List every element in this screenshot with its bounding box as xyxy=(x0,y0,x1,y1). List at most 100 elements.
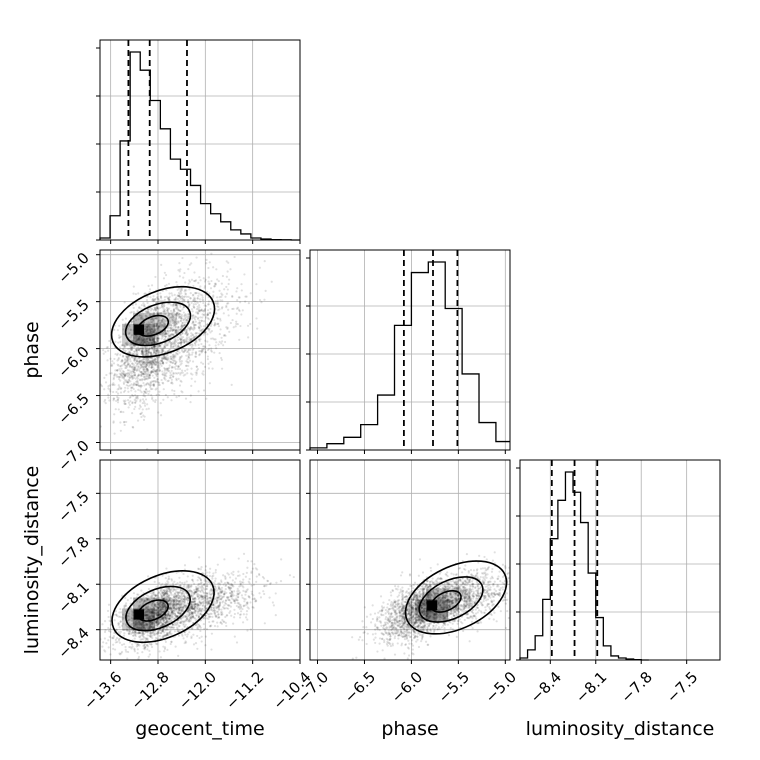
scatter-point xyxy=(156,643,159,646)
scatter-point xyxy=(194,292,197,295)
scatter-point xyxy=(119,340,122,343)
scatter-point xyxy=(205,582,208,585)
scatter-point xyxy=(202,345,205,348)
scatter-point xyxy=(203,594,206,597)
scatter-point xyxy=(141,621,145,624)
scatter-point xyxy=(154,605,158,608)
scatter-point xyxy=(182,606,185,609)
scatter-point xyxy=(117,377,121,381)
scatter-point xyxy=(156,372,160,376)
scatter-point xyxy=(140,314,143,317)
scatter-point xyxy=(151,610,154,613)
scatter-point xyxy=(159,613,162,616)
scatter-point xyxy=(171,623,174,626)
scatter-point xyxy=(211,603,215,606)
scatter-point xyxy=(188,329,191,332)
scatter-point xyxy=(180,292,183,295)
scatter-point xyxy=(233,599,236,603)
scatter-point xyxy=(132,370,135,374)
scatter-point xyxy=(149,309,153,312)
scatter-point xyxy=(124,322,127,325)
scatter-point xyxy=(135,350,139,353)
scatter-point xyxy=(174,331,178,334)
scatter-point xyxy=(154,400,157,404)
scatter-point xyxy=(174,589,177,592)
scatter-point xyxy=(140,340,143,343)
scatter-point xyxy=(156,369,159,372)
scatter-point xyxy=(156,622,159,625)
scatter-point xyxy=(132,629,135,632)
scatter-point xyxy=(161,605,164,608)
scatter-point xyxy=(220,597,223,601)
scatter-point xyxy=(145,322,148,325)
scatter-point xyxy=(139,622,142,626)
scatter-point xyxy=(164,591,167,594)
scatter-point xyxy=(120,594,124,597)
scatter-point xyxy=(148,627,151,630)
scatter-point xyxy=(168,602,172,605)
scatter-point xyxy=(178,316,181,320)
scatter-point xyxy=(154,622,157,625)
scatter-point xyxy=(135,336,138,340)
scatter-point xyxy=(122,390,126,394)
scatter-point xyxy=(221,340,224,343)
scatter-point xyxy=(217,582,220,585)
scatter-point xyxy=(141,379,144,382)
scatter-point xyxy=(137,365,140,369)
scatter-point xyxy=(167,369,170,372)
scatter-point xyxy=(108,635,111,638)
scatter-point xyxy=(200,607,203,610)
scatter-point xyxy=(195,588,198,591)
scatter-point xyxy=(197,587,200,590)
scatter-point xyxy=(145,382,148,386)
scatter-point xyxy=(142,342,145,345)
scatter-point xyxy=(150,313,153,316)
scatter-point xyxy=(105,660,107,662)
scatter-point xyxy=(195,256,198,259)
scatter-point xyxy=(193,592,196,596)
scatter-point xyxy=(176,294,179,298)
scatter-point xyxy=(153,363,156,366)
scatter-point xyxy=(163,284,167,288)
scatter-point xyxy=(130,310,133,314)
scatter-point xyxy=(122,363,126,366)
scatter-point xyxy=(205,587,208,591)
scatter-point xyxy=(178,606,182,609)
scatter-point xyxy=(121,364,124,367)
scatter-point xyxy=(173,313,176,316)
scatter-point xyxy=(169,329,172,333)
scatter-point xyxy=(143,598,146,601)
scatter-point xyxy=(155,609,158,612)
scatter-point xyxy=(148,346,151,349)
scatter-point xyxy=(244,575,247,578)
scatter-point xyxy=(144,358,147,362)
scatter-point xyxy=(147,351,150,354)
scatter-point xyxy=(175,360,178,364)
scatter-point xyxy=(197,309,200,313)
scatter-point xyxy=(154,642,158,645)
scatter-point xyxy=(155,346,158,349)
scatter-point xyxy=(160,326,163,329)
scatter-point xyxy=(176,372,179,375)
scatter-point xyxy=(195,589,198,593)
scatter-point xyxy=(271,601,274,604)
scatter-point xyxy=(153,340,156,343)
scatter-point xyxy=(181,350,184,353)
scatter-point xyxy=(172,599,175,602)
scatter-point xyxy=(128,364,132,368)
scatter-point xyxy=(174,616,177,619)
scatter-point xyxy=(176,329,179,332)
scatter-point xyxy=(246,324,250,327)
scatter-point xyxy=(164,629,167,632)
scatter-point xyxy=(176,603,179,606)
scatter-point xyxy=(255,317,258,320)
scatter-point xyxy=(176,294,179,297)
scatter-point xyxy=(162,356,166,359)
scatter-point xyxy=(129,347,132,350)
scatter-point xyxy=(142,373,145,376)
scatter-point xyxy=(177,654,180,657)
scatter-point xyxy=(216,599,219,602)
scatter-point xyxy=(209,589,212,592)
scatter-point xyxy=(125,384,128,387)
scatter-point xyxy=(141,398,145,401)
